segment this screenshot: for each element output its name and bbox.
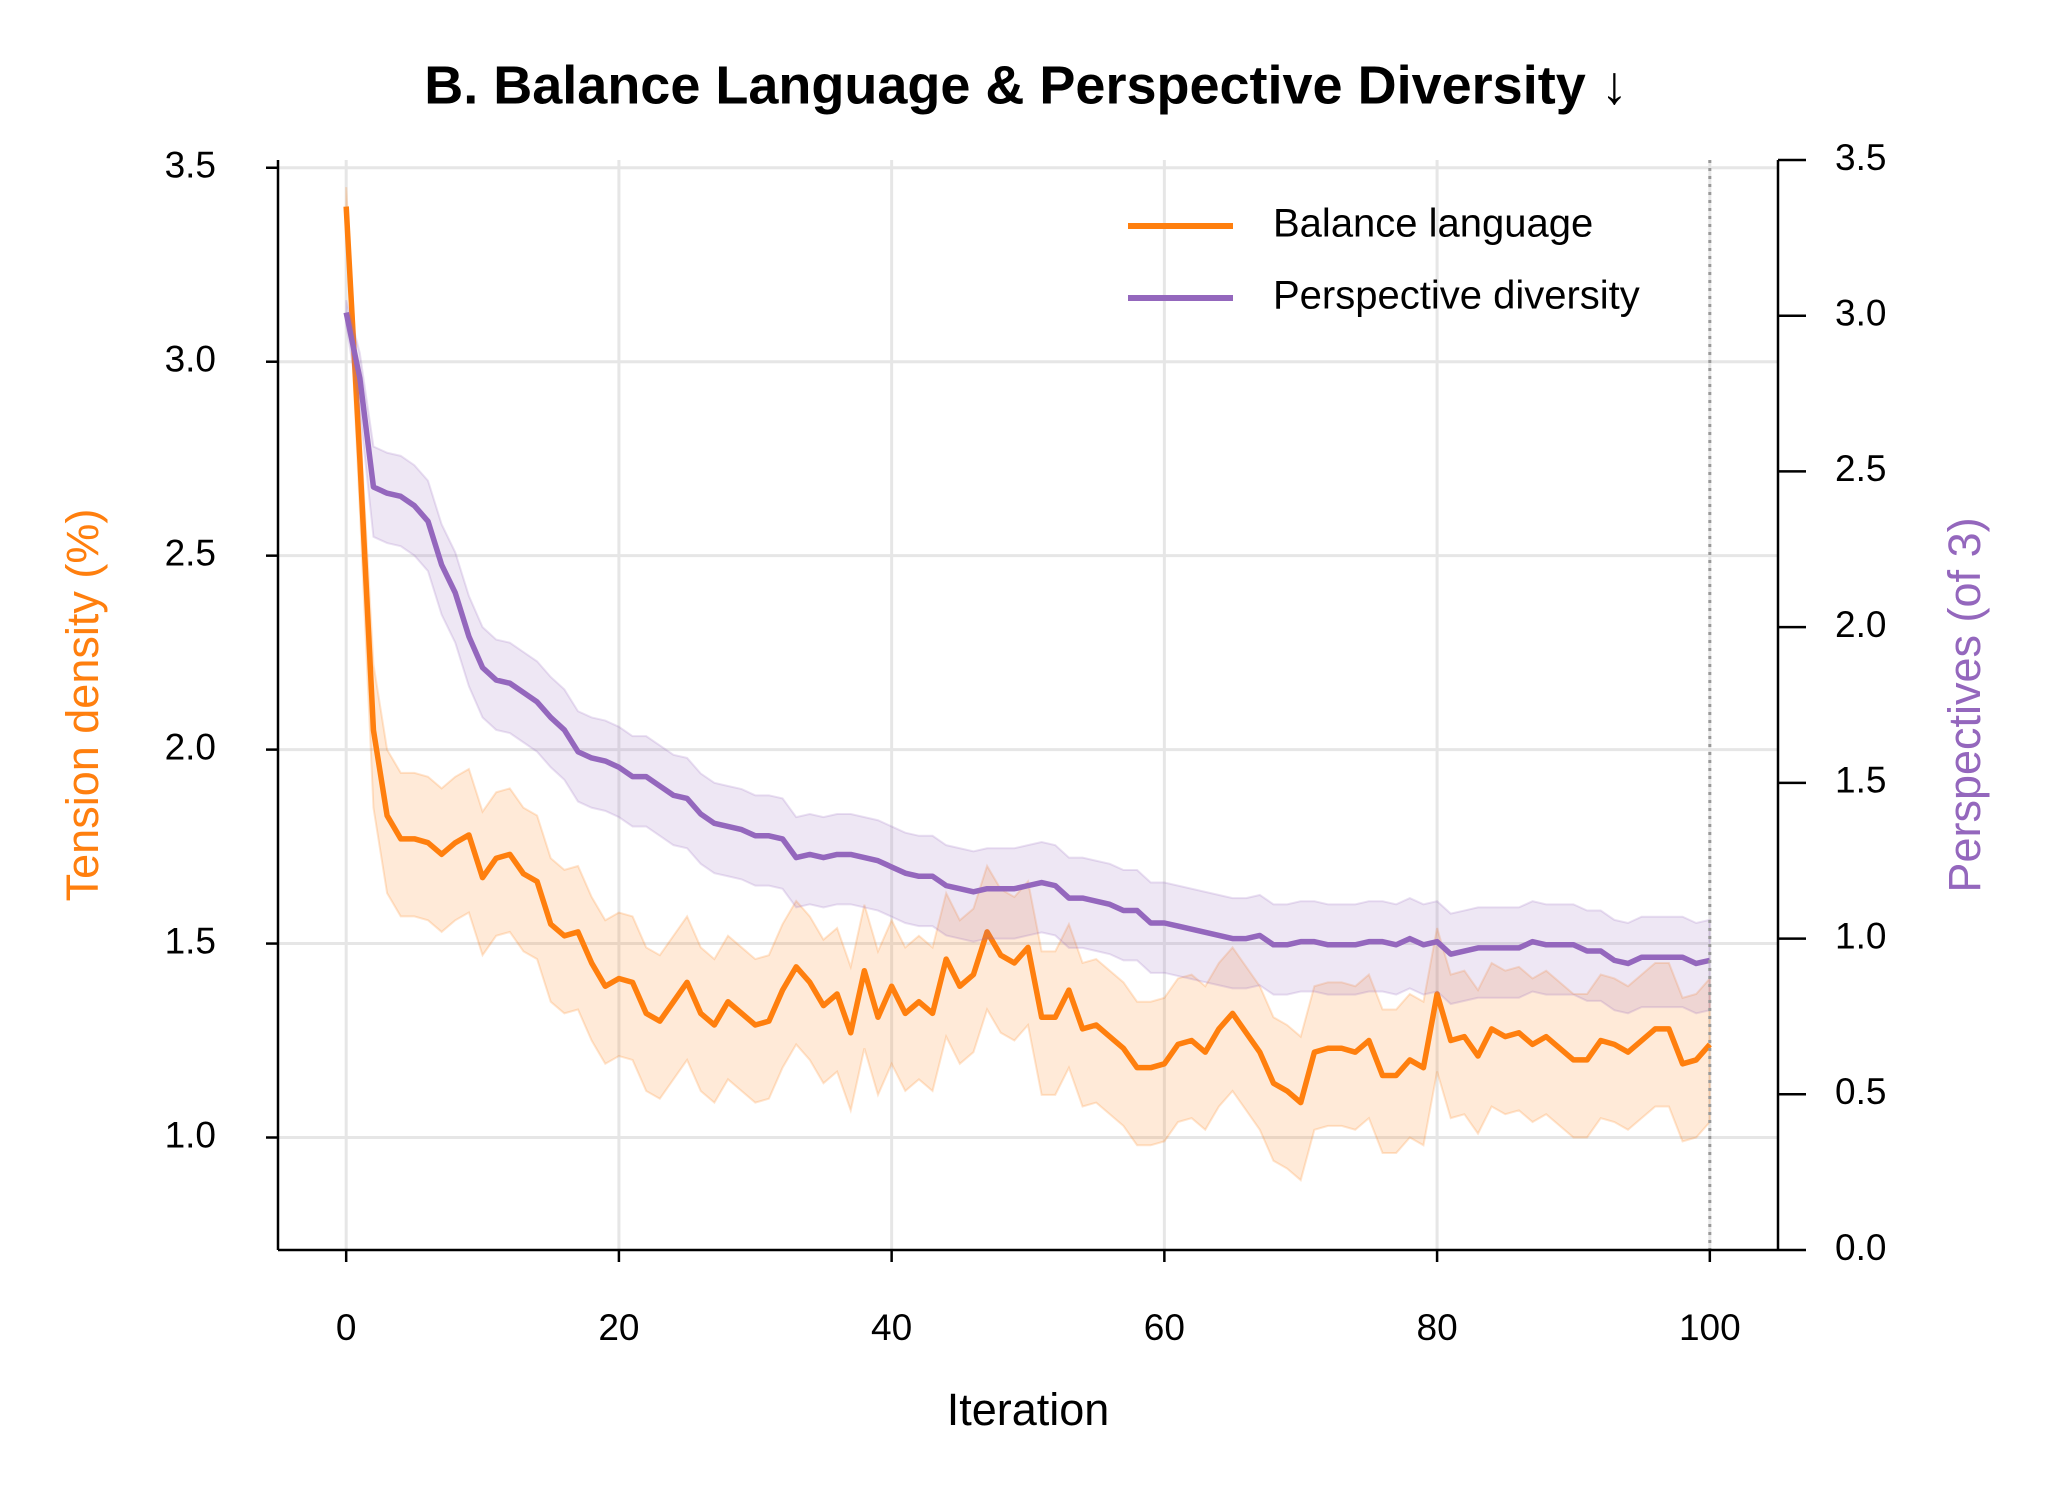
y-tick-label: 1.5 — [165, 920, 216, 961]
y2-axis-label: Perspectives (of 3) — [1939, 517, 1990, 892]
y2-tick-label: 0.0 — [1835, 1227, 1886, 1268]
x-tick-label: 0 — [336, 1307, 357, 1348]
y-tick-label: 3.5 — [165, 145, 216, 186]
y2-tick-label: 3.0 — [1835, 292, 1886, 333]
y2-tick-label: 3.5 — [1835, 137, 1886, 178]
y-tick-label: 3.0 — [165, 338, 216, 379]
x-tick-label: 100 — [1679, 1307, 1741, 1348]
legend-label: Balance language — [1273, 202, 1593, 246]
x-axis-label: Iteration — [947, 1384, 1110, 1435]
line — [343, 312, 1711, 967]
legend-label: Perspective diversity — [1273, 274, 1640, 318]
y2-tick-label: 1.0 — [1835, 915, 1886, 956]
y2-tick-label: 2.5 — [1835, 448, 1886, 489]
line — [343, 206, 1712, 1106]
y2-tick-label: 0.5 — [1835, 1071, 1886, 1112]
x-tick-label: 40 — [871, 1307, 912, 1348]
y-tick-label: 2.0 — [165, 726, 216, 767]
x-tick-label: 80 — [1417, 1307, 1458, 1348]
x-tick-label: 60 — [1144, 1307, 1185, 1348]
y-tick-label: 1.0 — [165, 1114, 216, 1155]
y2-tick-label: 2.0 — [1835, 604, 1886, 645]
chart-title: B. Balance Language & Perspective Divers… — [424, 55, 1627, 115]
y-tick-label: 2.5 — [165, 532, 216, 573]
x-tick-label: 20 — [598, 1307, 639, 1348]
y-axis-label: Tension density (%) — [57, 509, 108, 902]
y2-tick-label: 1.5 — [1835, 760, 1886, 801]
